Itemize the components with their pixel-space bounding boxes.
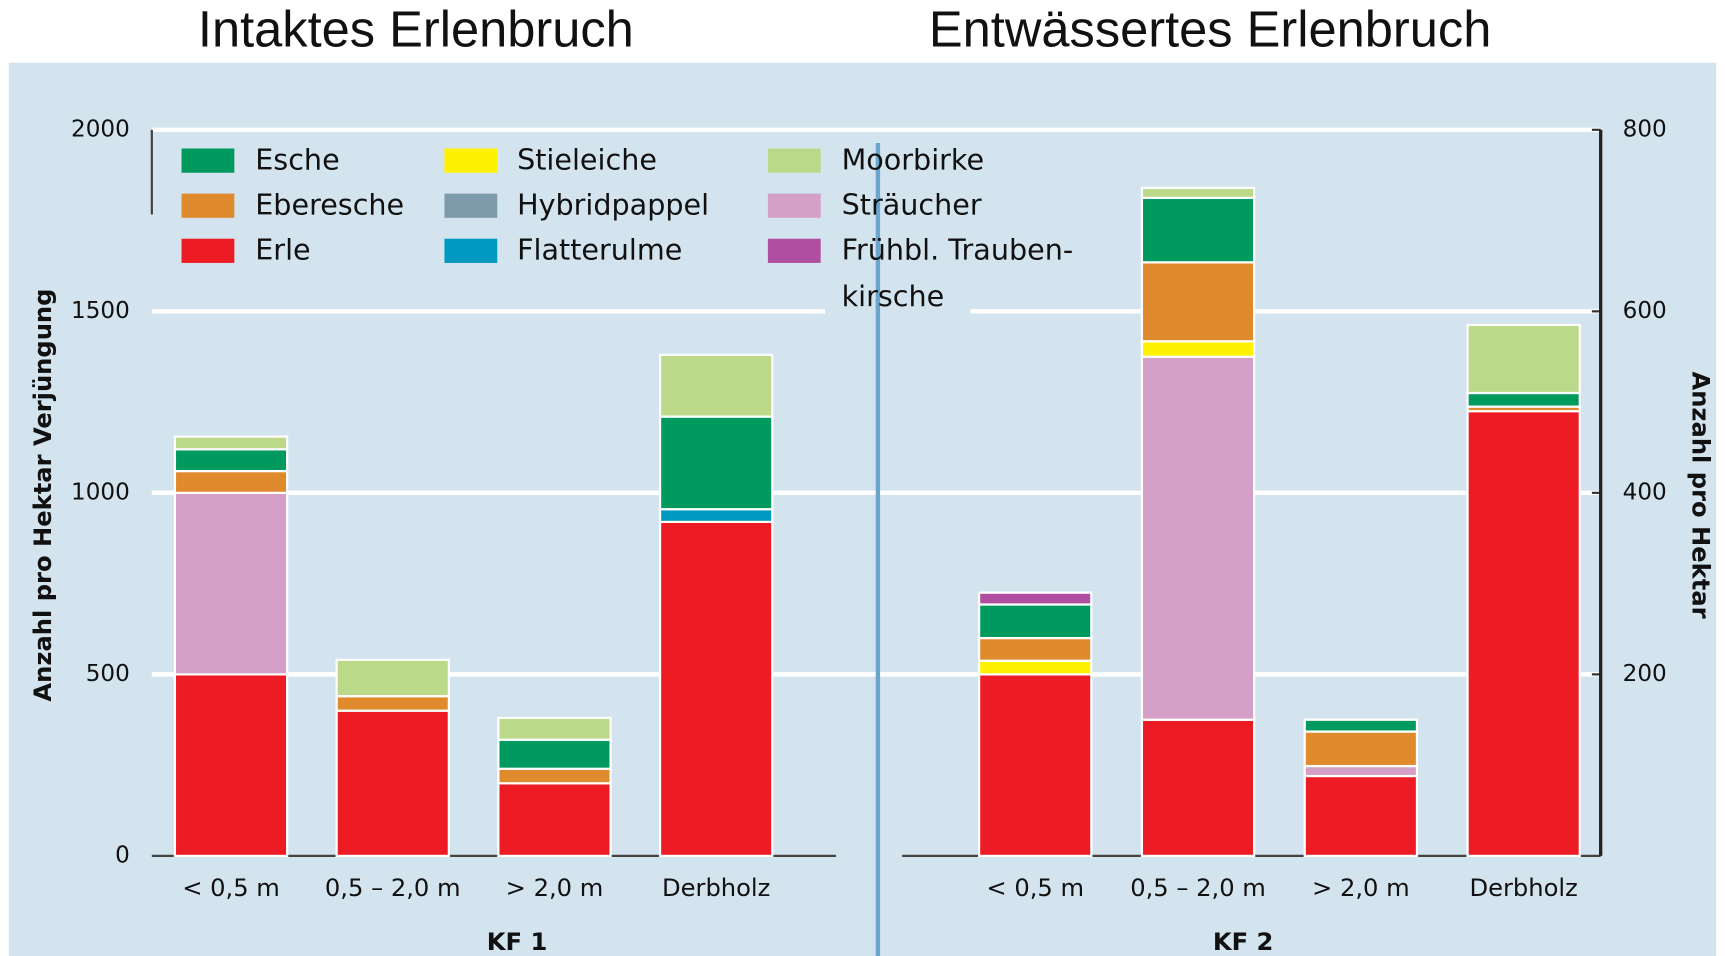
bar-segment <box>658 415 774 511</box>
bar-segment <box>497 716 612 741</box>
legend-label: Erle <box>255 234 311 268</box>
legend-item: Moorbirke <box>841 144 985 178</box>
bar-segment <box>1466 391 1581 408</box>
legend-label: Sträucher <box>841 189 982 223</box>
bar-segment <box>978 591 1093 606</box>
bar-segment <box>497 782 612 857</box>
legend-background <box>825 288 971 328</box>
bar-segment <box>978 636 1093 662</box>
legend-swatch <box>767 238 821 263</box>
x-tick-label: 0,5 – 2,0 m <box>325 874 461 902</box>
legend-item: Sträucher <box>841 189 982 223</box>
legend-label: Eberesche <box>255 189 405 223</box>
y-tick-label: 400 <box>1623 479 1667 505</box>
y-axis-label: Anzahl pro Hektar Verjüngung <box>29 289 57 702</box>
bar-segment <box>1140 718 1256 857</box>
y-tick-label: 1500 <box>71 298 130 324</box>
chart-title: Entwässertes Erlenbruch <box>929 0 1491 57</box>
legend-swatch <box>444 148 498 173</box>
y-tick-label: 500 <box>86 661 130 687</box>
y-tick-label: 1000 <box>71 479 130 505</box>
y2-axis-label: Anzahl pro Hektar <box>1687 371 1715 618</box>
x-tick-label: > 2,0 m <box>1312 874 1410 902</box>
y-tick-label: 0 <box>115 842 130 868</box>
legend-label: Flatterulme <box>517 234 683 268</box>
panel-background <box>8 62 1717 956</box>
x-tick-label: < 0,5 m <box>182 874 280 902</box>
legend-label: Frühbl. Trauben- kirsche <box>841 234 1074 314</box>
legend-swatch <box>767 148 821 173</box>
bar-segment <box>173 491 289 676</box>
bar-segment <box>497 738 612 770</box>
bar-segment <box>1140 196 1256 264</box>
legend-label: Moorbirke <box>841 144 985 178</box>
bar-segment <box>1303 718 1419 733</box>
bar-segment <box>173 448 289 473</box>
bar-segment <box>1466 410 1581 857</box>
bar-segment <box>173 673 289 857</box>
bar-segment <box>497 767 612 785</box>
x-tick-label: > 2,0 m <box>506 874 604 902</box>
legend-swatch <box>767 193 821 218</box>
x-tick-label: < 0,5 m <box>986 874 1084 902</box>
bar-segment <box>335 695 450 712</box>
legend-item: Erle <box>255 234 311 268</box>
bar-segment <box>978 659 1093 676</box>
bar-segment <box>658 353 774 418</box>
y-tick-label: 600 <box>1623 298 1667 324</box>
legend-swatch <box>181 238 235 263</box>
bar-segment <box>1140 340 1256 358</box>
bar-segment <box>978 673 1093 857</box>
legend-swatch <box>444 238 498 263</box>
bar-segment <box>1303 774 1419 857</box>
bar-segment <box>1303 764 1419 778</box>
legend-swatch <box>181 148 235 173</box>
legend-label: Stieleiche <box>517 144 657 178</box>
legend-item: Flatterulme <box>517 234 683 268</box>
y-tick-label: 2000 <box>71 116 130 142</box>
x-axis-label: KF 2 <box>1213 928 1274 956</box>
bar-segment <box>1140 355 1256 721</box>
bar-segment <box>1303 730 1419 768</box>
x-tick-label: 0,5 – 2,0 m <box>1130 874 1266 902</box>
legend-item: Frühbl. Trauben- kirsche <box>841 234 1074 314</box>
x-tick-label: Derbholz <box>1469 874 1577 902</box>
x-axis-label: KF 1 <box>487 928 548 956</box>
bar-segment <box>335 658 450 698</box>
y-tick-label: 800 <box>1623 116 1667 142</box>
legend-item: Eberesche <box>255 189 405 223</box>
bar-segment <box>335 709 450 857</box>
bar-segment <box>658 508 774 523</box>
legend-item: Stieleiche <box>517 144 657 178</box>
chart-title: Intaktes Erlenbruch <box>198 0 634 57</box>
legend-swatch <box>181 193 235 218</box>
bar-segment <box>173 469 289 494</box>
bar-segment <box>173 435 289 451</box>
legend-label: Hybridpappel <box>517 189 710 223</box>
bar-segment <box>1466 323 1581 395</box>
bar-segment <box>978 603 1093 640</box>
bar-segment <box>658 520 774 857</box>
bar-segment <box>1140 261 1256 343</box>
legend-item: Esche <box>255 144 340 178</box>
y-tick-label: 200 <box>1623 661 1667 687</box>
legend-swatch <box>444 193 498 218</box>
legend-label: Esche <box>255 144 340 178</box>
x-tick-label: Derbholz <box>662 874 770 902</box>
bar-segment <box>1140 186 1256 199</box>
legend-item: Hybridpappel <box>517 189 710 223</box>
